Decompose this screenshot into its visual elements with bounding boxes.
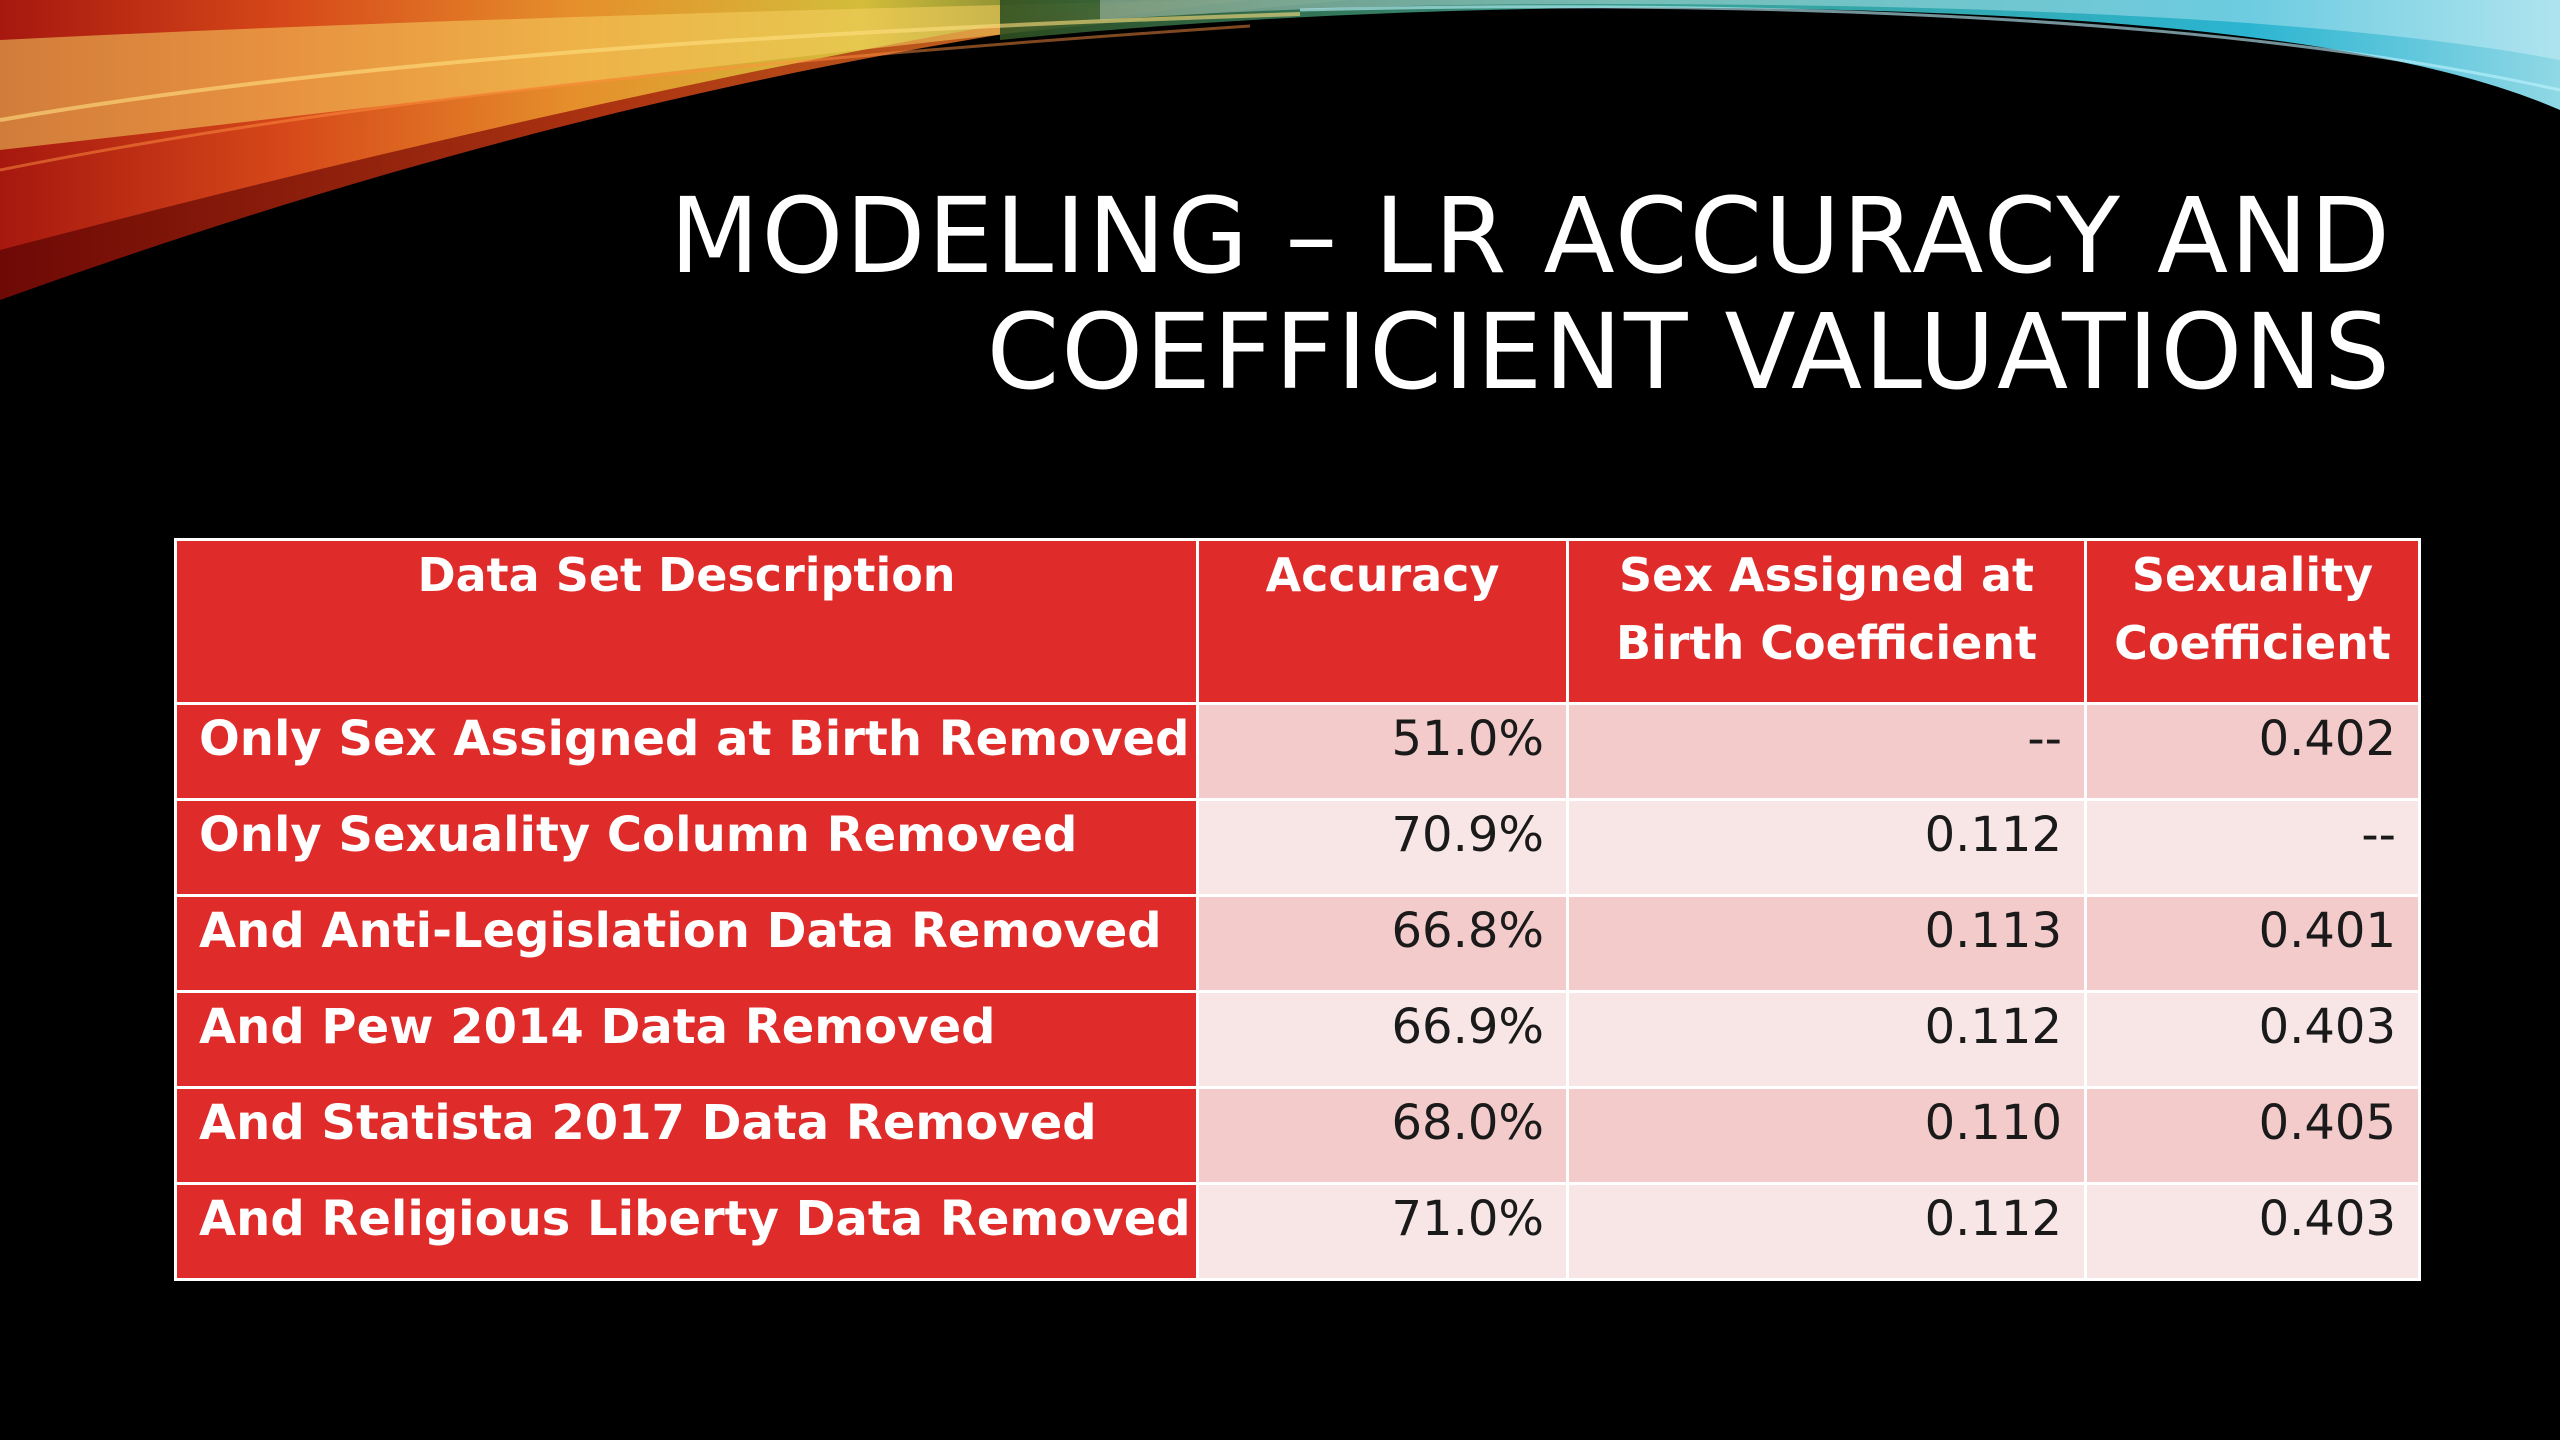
row-accuracy: 66.8% <box>1196 894 1569 993</box>
row-sexuality-coefficient: -- <box>2084 798 2421 897</box>
row-accuracy: 70.9% <box>1196 798 1569 897</box>
row-sexuality-coefficient: 0.403 <box>2084 1182 2421 1281</box>
table-row: Only Sexuality Column Removed 70.9% 0.11… <box>174 798 2421 897</box>
row-description: Only Sex Assigned at Birth Removed <box>174 702 1199 801</box>
table-row: And Anti-Legislation Data Removed 66.8% … <box>174 894 2421 993</box>
row-accuracy: 51.0% <box>1196 702 1569 801</box>
row-sex-coefficient: 0.113 <box>1566 894 2087 993</box>
row-description: And Religious Liberty Data Removed <box>174 1182 1199 1281</box>
row-sex-coefficient: 0.110 <box>1566 1086 2087 1185</box>
row-accuracy: 66.9% <box>1196 990 1569 1089</box>
row-sexuality-coefficient: 0.403 <box>2084 990 2421 1089</box>
row-description: And Statista 2017 Data Removed <box>174 1086 1199 1185</box>
header-sex-assigned-coefficient: Sex Assigned at Birth Coefficient <box>1566 538 2087 705</box>
row-accuracy: 71.0% <box>1196 1182 1569 1281</box>
slide-title: MODELING – LR ACCURACY AND COEFFICIENT V… <box>392 178 2392 410</box>
results-table: Data Set Description Accuracy Sex Assign… <box>174 538 2421 1281</box>
table-row: Only Sex Assigned at Birth Removed 51.0%… <box>174 702 2421 801</box>
row-sex-coefficient: 0.112 <box>1566 798 2087 897</box>
table-header-row: Data Set Description Accuracy Sex Assign… <box>174 538 2421 705</box>
row-sex-coefficient: -- <box>1566 702 2087 801</box>
row-description: Only Sexuality Column Removed <box>174 798 1199 897</box>
row-accuracy: 68.0% <box>1196 1086 1569 1185</box>
title-line-1: MODELING – LR ACCURACY AND <box>669 175 2392 297</box>
table-row: And Pew 2014 Data Removed 66.9% 0.112 0.… <box>174 990 2421 1089</box>
header-accuracy: Accuracy <box>1196 538 1569 705</box>
header-data-set-description: Data Set Description <box>174 538 1199 705</box>
table-row: And Religious Liberty Data Removed 71.0%… <box>174 1182 2421 1281</box>
row-sexuality-coefficient: 0.401 <box>2084 894 2421 993</box>
title-line-2: COEFFICIENT VALUATIONS <box>986 291 2392 413</box>
row-sex-coefficient: 0.112 <box>1566 1182 2087 1281</box>
row-description: And Pew 2014 Data Removed <box>174 990 1199 1089</box>
row-sex-coefficient: 0.112 <box>1566 990 2087 1089</box>
row-sexuality-coefficient: 0.402 <box>2084 702 2421 801</box>
row-sexuality-coefficient: 0.405 <box>2084 1086 2421 1185</box>
row-description: And Anti-Legislation Data Removed <box>174 894 1199 993</box>
header-sexuality-coefficient: Sexuality Coefficient <box>2084 538 2421 705</box>
decorative-ribbon <box>0 0 2560 300</box>
table-row: And Statista 2017 Data Removed 68.0% 0.1… <box>174 1086 2421 1185</box>
